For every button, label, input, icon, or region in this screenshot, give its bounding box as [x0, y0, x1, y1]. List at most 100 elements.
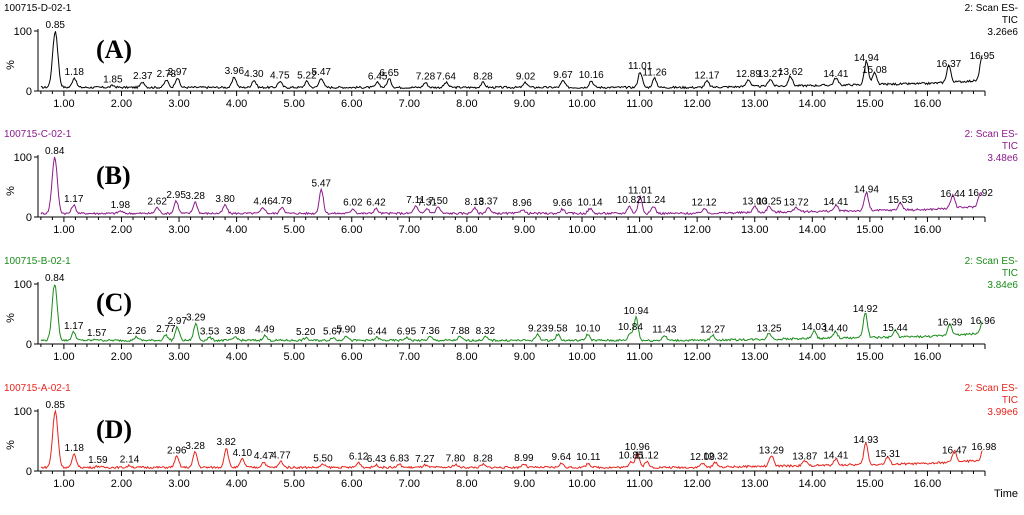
tic-label: TIC — [1002, 15, 1018, 26]
peak-label: 10.94 — [624, 306, 649, 317]
x-tick-label: 8.00 — [456, 224, 477, 236]
peak-label: 15.53 — [888, 195, 913, 206]
peak-label: 4.75 — [270, 70, 290, 81]
peak-label: 14.03 — [802, 322, 827, 333]
peak-label: 6.45 — [368, 72, 388, 83]
x-tick-label: 15.00 — [856, 478, 884, 490]
x-tick-label: 1.00 — [53, 351, 74, 363]
peak-label: 6.43 — [367, 454, 387, 465]
peak-label: 11.26 — [642, 67, 667, 78]
peak-label: 6.02 — [343, 198, 363, 209]
tic-trace — [40, 156, 983, 216]
x-tick-label: 4.00 — [226, 351, 247, 363]
peak-label: 10.96 — [625, 442, 650, 453]
x-tick-label: 2.00 — [111, 224, 132, 236]
peak-label: 14.94 — [854, 184, 879, 195]
peak-label: 9.64 — [552, 452, 572, 463]
peak-label: 1.98 — [111, 200, 131, 211]
peak-label: 10.11 — [576, 452, 601, 463]
peak-label: 10.84 — [618, 322, 643, 333]
peak-label: 8.28 — [473, 453, 493, 464]
x-tick-label: 2.00 — [111, 351, 132, 363]
peak-label: 3.80 — [215, 194, 235, 205]
peak-label: 3.28 — [185, 191, 205, 202]
intensity-label: 3.99e6 — [987, 407, 1018, 418]
x-tick-label: 7.00 — [399, 98, 420, 110]
peak-label: 9.23 — [528, 323, 548, 334]
x-tick-label: 12.00 — [683, 478, 711, 490]
peak-label: 3.96 — [225, 66, 245, 77]
x-tick-label: 13.00 — [741, 478, 769, 490]
peak-label: 9.02 — [516, 72, 536, 83]
scan-label: 2: Scan ES- — [965, 256, 1018, 267]
peak-label: 7.28 — [416, 72, 436, 83]
x-tick-label: 13.00 — [741, 351, 769, 363]
tic-trace — [40, 284, 983, 343]
peak-label: 7.11 — [406, 195, 425, 206]
x-tick-label: 9.00 — [514, 224, 535, 236]
y-tick-label-100: 100 — [14, 152, 32, 164]
peak-label: 7.80 — [446, 453, 466, 464]
tic-label: TIC — [1002, 141, 1018, 152]
peak-label: 1.85 — [103, 75, 123, 86]
x-tick-label: 7.00 — [399, 351, 420, 363]
peak-label: 10.82 — [617, 195, 642, 206]
peak-label: 0.84 — [45, 273, 65, 284]
x-tick-label: 8.00 — [456, 351, 477, 363]
peak-label: 2.62 — [147, 196, 167, 207]
x-tick-label: 8.00 — [456, 98, 477, 110]
x-tick-label: 3.00 — [168, 351, 189, 363]
x-tick-label: 1.00 — [53, 98, 74, 110]
peak-label: 15.44 — [883, 323, 908, 334]
peak-label: 10.16 — [579, 70, 604, 81]
peak-label: 1.18 — [65, 67, 85, 78]
peak-label: 14.41 — [823, 450, 848, 461]
peak-label: 10.14 — [578, 198, 603, 209]
sample-name: 100715-D-02-1 — [4, 3, 72, 14]
sample-name: 100715-C-02-1 — [4, 129, 72, 140]
x-tick-label: 8.00 — [456, 478, 477, 490]
x-tick-label: 12.00 — [683, 98, 711, 110]
tic-label: TIC — [1002, 268, 1018, 279]
x-tick-label: 13.00 — [741, 98, 769, 110]
peak-label: 2.37 — [133, 71, 153, 82]
panel-letter: (D) — [96, 415, 132, 444]
peak-label: 14.93 — [853, 435, 878, 446]
peak-label: 9.66 — [553, 198, 573, 209]
x-tick-label: 15.00 — [856, 351, 884, 363]
peak-label: 10.85 — [618, 450, 643, 461]
scan-label: 2: Scan ES- — [965, 3, 1018, 14]
x-tick-label: 3.00 — [168, 98, 189, 110]
scan-label: 2: Scan ES- — [965, 129, 1018, 140]
x-tick-label: 6.00 — [341, 98, 362, 110]
x-tick-label: 6.00 — [341, 351, 362, 363]
y-tick-label-100: 100 — [14, 26, 32, 38]
peak-label: 15.31 — [875, 449, 900, 460]
peak-label: 9.58 — [548, 323, 568, 334]
peak-label: 16.95 — [970, 51, 995, 62]
peak-label: 3.98 — [226, 326, 246, 337]
peak-label: 0.85 — [46, 20, 66, 31]
x-tick-label: 7.00 — [399, 478, 420, 490]
x-tick-label: 10.00 — [568, 98, 596, 110]
peak-label: 11.24 — [641, 195, 666, 206]
intensity-label: 3.26e6 — [987, 27, 1018, 38]
panel-letter: (B) — [96, 161, 131, 190]
y-tick-label-100: 100 — [14, 406, 32, 418]
x-tick-label: 16.00 — [914, 224, 942, 236]
x-tick-label: 4.00 — [226, 98, 247, 110]
x-tick-label: 9.00 — [514, 351, 535, 363]
peak-label: 5.67 — [323, 326, 343, 337]
x-tick-label: 9.00 — [514, 478, 535, 490]
peak-label: 1.17 — [64, 321, 84, 332]
x-tick-label: 4.00 — [226, 478, 247, 490]
x-tick-label: 15.00 — [856, 224, 884, 236]
peak-label: 3.28 — [185, 441, 205, 452]
peak-label: 11.12 — [634, 450, 659, 461]
peak-label: 13.00 — [742, 196, 767, 207]
x-tick-label: 6.00 — [341, 224, 362, 236]
peak-label: 8.99 — [514, 453, 534, 464]
